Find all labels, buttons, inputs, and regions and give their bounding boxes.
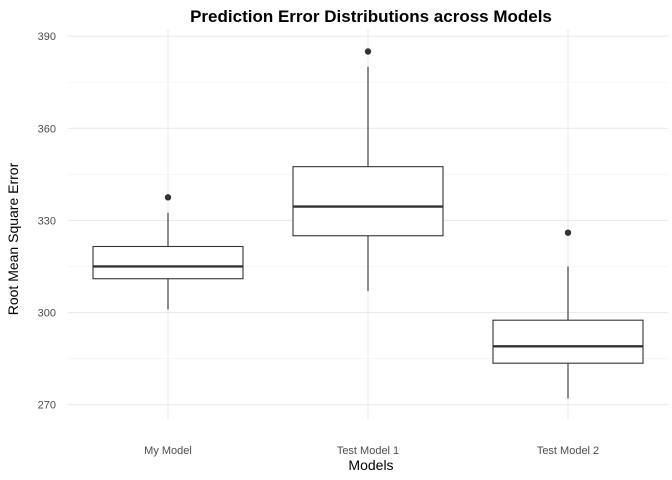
x-tick-label: Test Model 1 [337, 445, 399, 457]
x-axis-ticks: My Model Test Model 1 Test Model 2 [144, 445, 599, 457]
boxes [92, 48, 644, 399]
box [492, 319, 644, 364]
outlier-point [364, 48, 372, 55]
box [292, 166, 444, 237]
y-axis-ticks: 270 300 330 360 390 [38, 31, 56, 412]
box-group [292, 48, 444, 292]
y-tick-label: 270 [38, 400, 56, 412]
outlier-point [564, 229, 572, 236]
y-tick-label: 360 [38, 123, 56, 135]
y-tick-label: 330 [38, 215, 56, 227]
x-tick-label: Test Model 2 [537, 445, 599, 457]
chart-title: Prediction Error Distributions across Mo… [190, 7, 552, 26]
box-group [92, 194, 244, 310]
x-axis-title: Models [348, 457, 393, 473]
y-axis-title: Root Mean Square Error [5, 162, 21, 315]
outlier-point [164, 194, 172, 201]
y-tick-label: 300 [38, 308, 56, 320]
box [92, 245, 244, 280]
y-tick-label: 390 [38, 31, 56, 43]
x-tick-label: My Model [144, 445, 192, 457]
box-group [492, 229, 644, 399]
